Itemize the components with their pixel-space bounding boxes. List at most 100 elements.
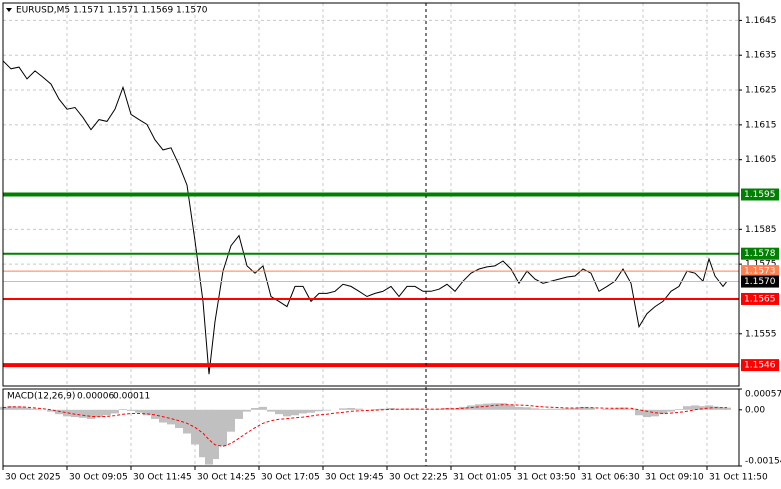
histogram-bar	[127, 409, 135, 411]
histogram-bar	[507, 404, 515, 410]
histogram-bar	[515, 406, 523, 410]
main-frame	[2, 2, 740, 387]
histogram-bar	[275, 409, 283, 415]
level-label: 1.1578	[744, 249, 776, 259]
histogram-bar	[323, 409, 331, 411]
histogram-bar	[63, 409, 71, 417]
histogram-bar	[603, 409, 611, 410]
histogram-bar	[523, 407, 531, 410]
histogram-bar	[699, 406, 707, 410]
histogram-bar	[143, 409, 151, 416]
histogram-bar	[435, 408, 443, 410]
y-tick-label: 1.1625	[745, 86, 777, 96]
y-tick-label: 1.1555	[745, 329, 777, 339]
histogram-bar	[691, 405, 699, 410]
menu-arrow[interactable]	[6, 8, 12, 12]
x-tick-label: 30 Oct 11:45	[133, 473, 192, 483]
histogram-bar	[251, 407, 259, 410]
histogram-bar	[95, 409, 103, 418]
histogram-bar	[563, 408, 571, 410]
histogram-bar	[723, 407, 731, 410]
histogram-bar	[475, 404, 483, 410]
histogram-bar	[307, 409, 315, 413]
histogram-bar	[379, 408, 387, 410]
histogram-bar	[71, 409, 79, 418]
y-tick-label: 1.1645	[745, 16, 777, 26]
x-tick-label: 30 Oct 09:05	[69, 473, 128, 483]
histogram-bar	[711, 406, 719, 410]
histogram-bar	[587, 407, 595, 410]
y-tick-label: 1.1615	[745, 120, 777, 130]
histogram-bar	[259, 406, 267, 410]
histogram-bar	[191, 409, 199, 445]
histogram-bar	[15, 406, 23, 410]
histogram-bar	[651, 409, 659, 417]
macd-title: MACD(12,26,9)	[7, 392, 75, 402]
histogram-bar	[705, 405, 713, 410]
x-tick-label: 30 Oct 17:05	[261, 473, 320, 483]
histogram-bar	[103, 409, 111, 416]
histogram-bar	[227, 409, 235, 432]
x-tick-label: 30 Oct 19:45	[325, 473, 384, 483]
y-tick-label: 0.00057	[745, 390, 781, 400]
histogram-bar	[499, 403, 507, 410]
price-label-box	[741, 275, 779, 288]
level-label-box	[741, 247, 779, 260]
histogram-bar	[299, 409, 307, 414]
histogram-bar	[531, 408, 539, 410]
histogram-bar	[627, 409, 635, 410]
histogram-bar	[491, 403, 499, 410]
x-tick-label: 30 Oct 2025	[5, 473, 61, 483]
histogram-bar	[611, 408, 619, 410]
histogram-bar	[579, 406, 587, 410]
macd-readout: 0.00006	[77, 392, 114, 402]
x-tick-label: 31 Oct 03:50	[517, 473, 576, 483]
histogram-bar	[243, 409, 251, 412]
histogram-bar	[31, 408, 39, 410]
macd-frame	[2, 388, 740, 467]
x-tick-label: 30 Oct 22:25	[389, 473, 448, 483]
histogram-bar	[7, 406, 15, 410]
histogram-bar	[667, 409, 675, 412]
y-tick-label: 0.00	[745, 405, 765, 415]
histogram-bar	[219, 409, 227, 447]
level-label-box	[741, 265, 779, 278]
histogram-bar	[635, 409, 643, 416]
histogram-bar	[111, 409, 119, 414]
histogram-bar	[347, 407, 355, 410]
chart-title: EURUSD,M5 1.1571 1.1571 1.1569 1.1570	[16, 6, 208, 16]
x-tick-label: 31 Oct 06:30	[581, 473, 640, 483]
histogram-bar	[167, 409, 175, 425]
histogram-bar	[159, 409, 167, 423]
histogram-bar	[175, 409, 183, 429]
level-label: 1.1565	[744, 294, 776, 304]
y-tick-label: 1.1575	[745, 260, 777, 270]
histogram-bar	[267, 409, 275, 412]
histogram-bar	[315, 409, 323, 412]
level-label: 1.1546	[744, 361, 776, 371]
histogram-bar	[55, 409, 63, 415]
histogram-bar	[211, 409, 219, 460]
y-tick-label: -0.00154	[745, 457, 781, 467]
x-tick-label: 31 Oct 01:05	[453, 473, 512, 483]
histogram-bar	[235, 409, 243, 419]
histogram-bar	[183, 409, 191, 434]
histogram-bar	[387, 407, 395, 410]
y-tick-label: 1.1585	[745, 225, 777, 235]
price-line	[2, 60, 728, 375]
histogram-bar	[547, 408, 555, 410]
histogram-bar	[395, 409, 403, 410]
signal-line	[2, 404, 727, 447]
level-label-box	[741, 292, 779, 305]
histogram-bar	[411, 408, 419, 410]
y-tick-label: 1.1635	[745, 51, 777, 61]
histogram-bar	[683, 406, 691, 410]
grid	[2, 3, 739, 466]
plot	[0, 60, 739, 465]
histogram-bar	[23, 407, 31, 410]
x-tick-label: 30 Oct 14:25	[197, 473, 256, 483]
histogram-bar	[291, 409, 299, 416]
level-label: 1.1573	[744, 267, 776, 277]
